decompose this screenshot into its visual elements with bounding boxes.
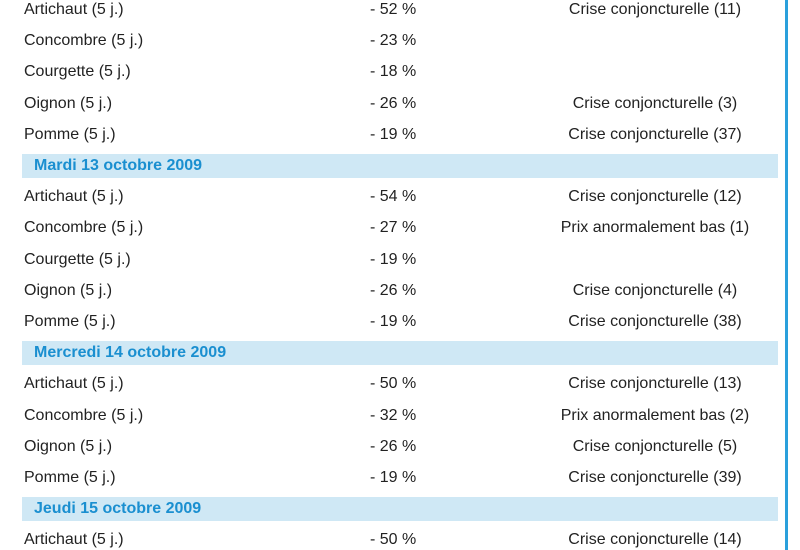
status-cell: Prix anormalement bas (2) bbox=[560, 406, 750, 424]
status-cell: Crise conjoncturelle (37) bbox=[568, 125, 742, 143]
section-title: Jeudi 15 octobre 2009 bbox=[34, 500, 202, 518]
table-row: Oignon (5 j.) - 26 % Crise conjoncturelle … bbox=[22, 431, 778, 462]
table-row: Concombre (5 j.) - 27 % Prix anormalement … bbox=[22, 212, 778, 243]
status-cell: Crise conjoncturelle (14) bbox=[568, 531, 742, 549]
product-cell: Concombre (5 j.) bbox=[24, 406, 144, 424]
table-row: Pomme (5 j.) - 19 % Crise conjoncturelle (… bbox=[22, 462, 778, 493]
product-cell: Artichaut (5 j.) bbox=[24, 375, 124, 393]
status-cell: Crise conjoncturelle (3) bbox=[572, 94, 738, 112]
product-cell: Concombre (5 j.) bbox=[24, 219, 144, 237]
status-cell: Crise conjoncturelle (5) bbox=[572, 437, 738, 455]
table-row: Oignon (5 j.) - 26 % Crise conjoncturelle … bbox=[22, 275, 778, 306]
table-row: Concombre (5 j.) - 32 % Prix anormalement … bbox=[22, 400, 778, 431]
product-cell: Pomme (5 j.) bbox=[24, 125, 116, 143]
change-cell: - 32 % bbox=[370, 406, 417, 424]
product-cell: Courgette (5 j.) bbox=[24, 250, 131, 268]
table-row: Artichaut (5 j.) - 52 % Crise conjoncturel… bbox=[22, 0, 778, 25]
change-cell: - 54 % bbox=[370, 188, 417, 206]
product-cell: Artichaut (5 j.) bbox=[24, 1, 124, 18]
change-cell: - 50 % bbox=[370, 531, 417, 549]
change-cell: - 27 % bbox=[370, 219, 417, 237]
change-cell: - 19 % bbox=[370, 250, 417, 268]
table-row: Artichaut (5 j.) - 50 % Crise conjoncturel… bbox=[22, 524, 778, 550]
change-cell: - 50 % bbox=[370, 375, 417, 393]
product-cell: Concombre (5 j.) bbox=[24, 32, 144, 50]
change-cell: - 26 % bbox=[370, 281, 417, 299]
change-cell: - 23 % bbox=[370, 32, 417, 50]
product-cell: Oignon (5 j.) bbox=[24, 281, 113, 299]
status-cell: Crise conjoncturelle (38) bbox=[568, 313, 742, 330]
section-title: Mardi 13 octobre 2009 bbox=[34, 157, 203, 174]
change-cell: - 26 % bbox=[370, 94, 417, 112]
change-cell: - 52 % bbox=[370, 1, 417, 18]
table-row: Artichaut (5 j.) - 50 % Crise conjoncturel… bbox=[22, 368, 778, 399]
change-cell: - 19 % bbox=[370, 313, 417, 330]
change-cell: - 19 % bbox=[370, 469, 417, 486]
change-cell: - 19 % bbox=[370, 125, 417, 143]
product-cell: Artichaut (5 j.) bbox=[24, 188, 124, 206]
status-cell: Crise conjoncturelle (12) bbox=[568, 188, 742, 206]
product-cell: Oignon (5 j.) bbox=[24, 437, 113, 455]
section-header: Jeudi 15 octobre 2009 bbox=[22, 497, 778, 522]
table-row: Artichaut (5 j.) - 54 % Crise conjoncturel… bbox=[22, 181, 778, 212]
table-row: Pomme (5 j.) - 19 % Crise conjoncturelle (… bbox=[22, 119, 778, 150]
change-cell: - 26 % bbox=[370, 437, 417, 455]
table-row: Courgette (5 j.) - 19 % bbox=[22, 244, 778, 275]
status-cell: Prix anormalement bas (1) bbox=[560, 219, 750, 237]
table-row: Oignon (5 j.) - 26 % Crise conjoncturelle … bbox=[22, 88, 778, 119]
section-header: Mercredi 14 octobre 2009 bbox=[22, 341, 778, 366]
product-cell: Artichaut (5 j.) bbox=[24, 531, 124, 549]
table-row: Courgette (5 j.) - 18 % bbox=[22, 56, 778, 87]
product-cell: Courgette (5 j.) bbox=[24, 63, 131, 81]
status-cell: Crise conjoncturelle (39) bbox=[568, 469, 742, 486]
product-cell: Oignon (5 j.) bbox=[24, 94, 113, 112]
table-border bbox=[785, 0, 788, 550]
section-header: Mardi 13 octobre 2009 bbox=[22, 154, 778, 178]
status-cell: Crise conjoncturelle (13) bbox=[568, 375, 742, 393]
product-cell: Pomme (5 j.) bbox=[24, 313, 116, 330]
status-cell: Crise conjoncturelle (4) bbox=[572, 281, 738, 299]
change-cell: - 18 % bbox=[370, 63, 417, 81]
table-row: Concombre (5 j.) - 23 % bbox=[22, 25, 778, 56]
section-title: Mercredi 14 octobre 2009 bbox=[34, 344, 227, 362]
product-cell: Pomme (5 j.) bbox=[24, 469, 116, 486]
table-row: Pomme (5 j.) - 19 % Crise conjoncturelle (… bbox=[22, 306, 778, 337]
status-cell: Crise conjoncturelle (11) bbox=[568, 1, 742, 18]
